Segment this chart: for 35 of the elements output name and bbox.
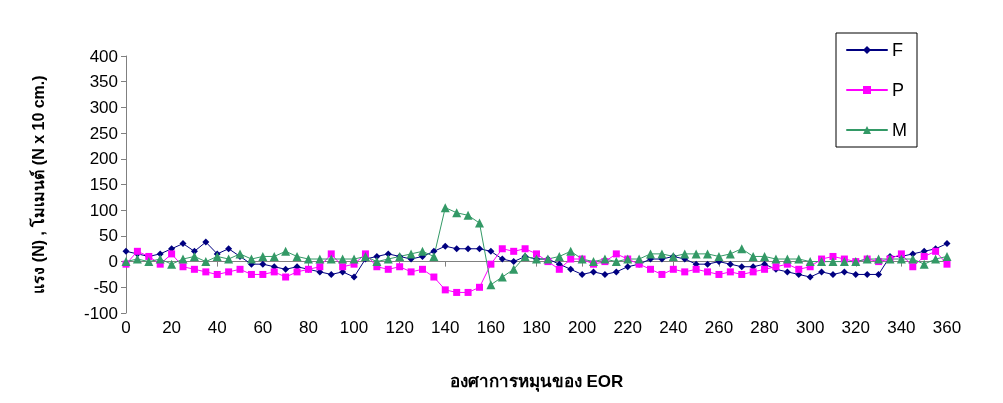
y-axis-title: แรง (N) , โมเมนต์ (N x 10 cm.)	[27, 75, 47, 294]
legend-label: P	[892, 80, 905, 100]
x-tick-label: 40	[207, 318, 227, 337]
y-tick-label: 250	[89, 123, 118, 143]
x-tick-label: 320	[841, 318, 870, 337]
x-tick-label: 340	[887, 318, 916, 337]
y-tick-label: 350	[89, 72, 118, 92]
x-tick-label: 200	[567, 318, 597, 337]
x-tick-label: 60	[253, 318, 273, 337]
y-tick-label: 150	[89, 175, 118, 194]
x-tick-label: 160	[476, 318, 506, 337]
x-tick-label: 20	[162, 318, 182, 337]
y-tick-label: 50	[99, 226, 118, 246]
legend-label: M	[892, 120, 908, 140]
x-tick-label: 300	[795, 318, 825, 337]
y-tick-label: -50	[93, 277, 118, 297]
x-tick-label: 0	[121, 318, 131, 337]
x-axis-title: องศาการหมุนของ EOR	[449, 372, 624, 392]
y-tick-label: -100	[83, 303, 118, 323]
x-tick-label: 100	[339, 318, 369, 337]
y-tick-label: 200	[89, 149, 118, 169]
legend-label: F	[892, 40, 904, 60]
x-tick-label: 140	[431, 318, 460, 337]
y-tick-label: 100	[89, 200, 118, 220]
y-tick-label: 400	[89, 46, 118, 66]
y-tick-label: 0	[108, 252, 118, 272]
x-tick-label: 180	[522, 318, 551, 337]
x-tick-label: 260	[704, 318, 734, 337]
x-tick-label: 220	[613, 318, 642, 337]
x-tick-label: 80	[298, 318, 318, 337]
x-tick-label: 360	[932, 318, 962, 337]
x-tick-label: 120	[385, 318, 414, 337]
x-tick-label: 240	[659, 318, 688, 337]
x-tick-label: 280	[750, 318, 779, 337]
y-tick-label: 300	[89, 97, 118, 117]
